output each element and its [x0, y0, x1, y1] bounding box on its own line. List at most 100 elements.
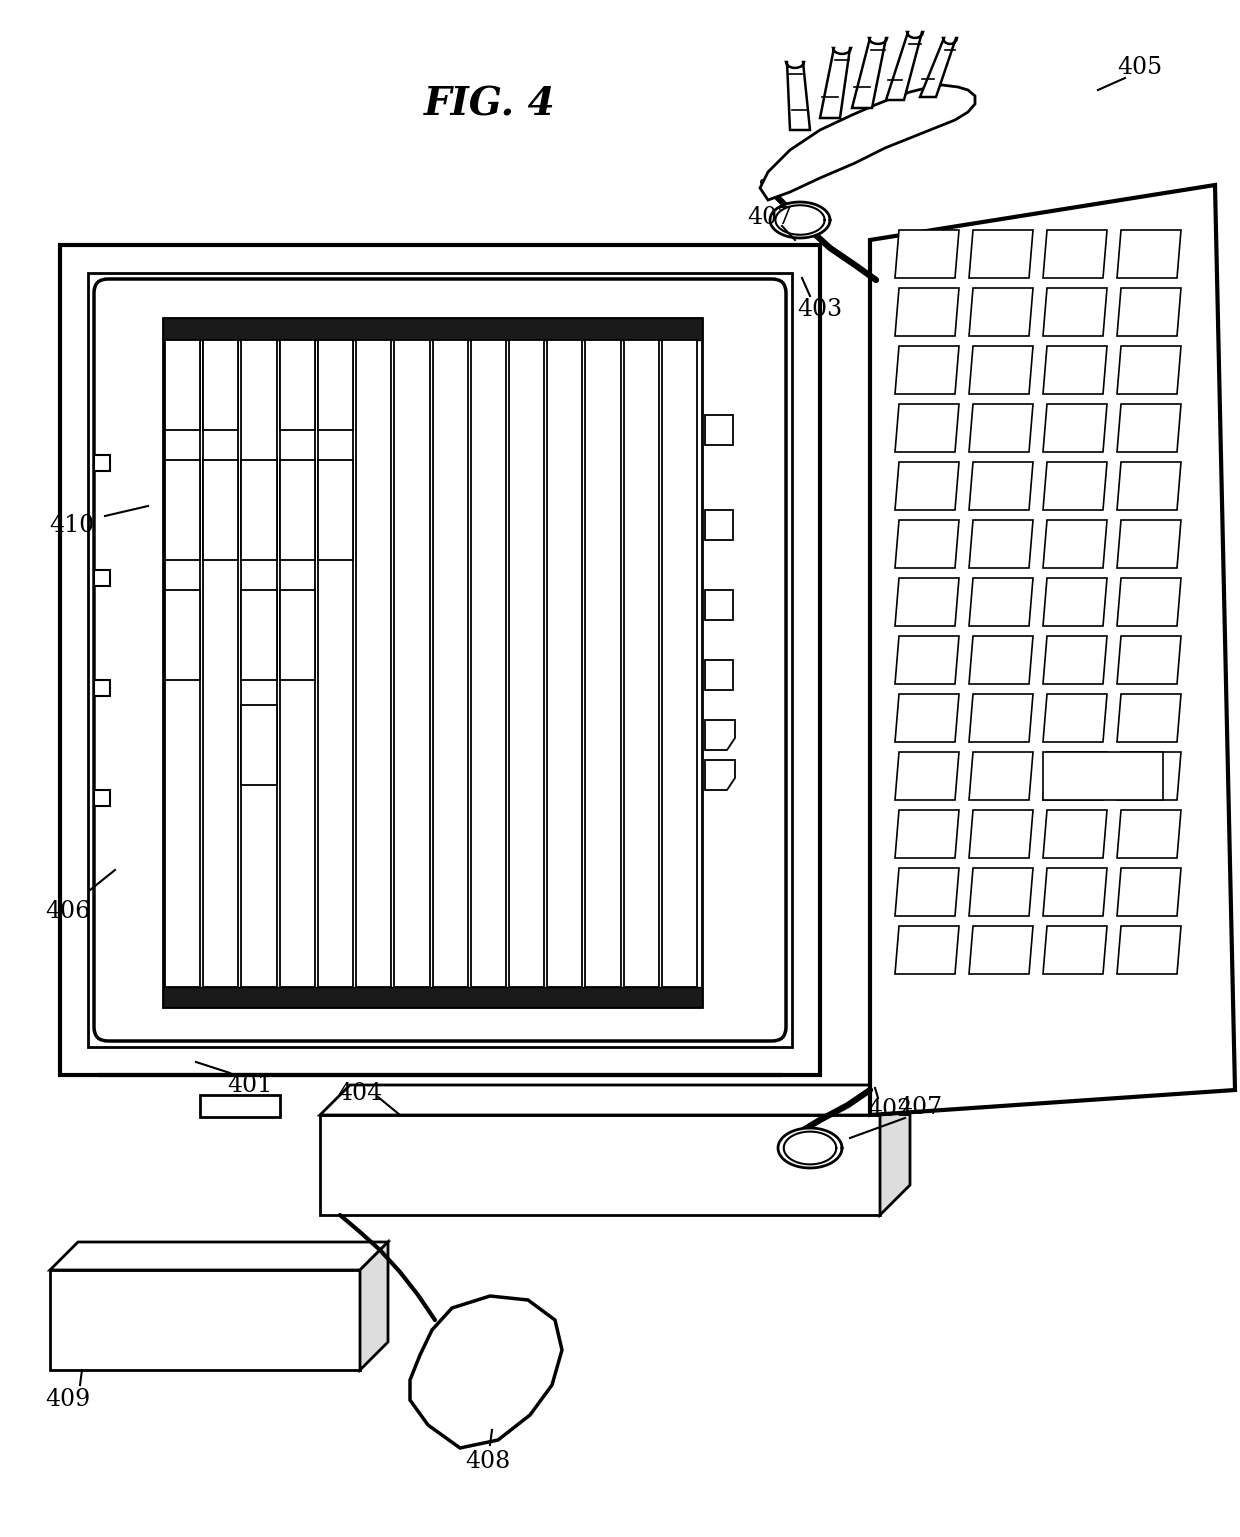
Polygon shape: [1117, 404, 1180, 452]
Polygon shape: [1043, 346, 1107, 393]
Bar: [203, 340, 238, 430]
Polygon shape: [775, 206, 825, 235]
Bar: [317, 460, 353, 559]
Polygon shape: [968, 810, 1033, 858]
Polygon shape: [895, 404, 959, 452]
Bar: [585, 340, 620, 987]
Bar: [1043, 752, 1163, 799]
Bar: [662, 340, 697, 987]
Bar: [547, 340, 583, 987]
Bar: [624, 340, 658, 987]
Bar: [706, 510, 733, 539]
Bar: [94, 790, 110, 805]
Polygon shape: [895, 752, 959, 799]
Text: 404: 404: [337, 1082, 383, 1105]
Bar: [165, 460, 200, 559]
Polygon shape: [968, 404, 1033, 452]
Bar: [356, 340, 392, 987]
Polygon shape: [968, 520, 1033, 569]
Polygon shape: [968, 463, 1033, 510]
Bar: [706, 590, 733, 619]
Bar: [165, 340, 200, 987]
Bar: [433, 340, 467, 987]
Polygon shape: [1043, 925, 1107, 974]
Bar: [165, 340, 200, 430]
Bar: [280, 340, 315, 430]
Polygon shape: [895, 695, 959, 742]
Polygon shape: [1117, 752, 1180, 799]
Polygon shape: [1043, 520, 1107, 569]
Polygon shape: [895, 810, 959, 858]
Polygon shape: [895, 346, 959, 393]
Polygon shape: [706, 759, 735, 790]
Polygon shape: [880, 1085, 910, 1216]
Polygon shape: [895, 520, 959, 569]
Bar: [242, 590, 277, 679]
Bar: [706, 415, 733, 446]
Text: 405: 405: [1117, 57, 1163, 80]
Bar: [203, 340, 238, 987]
Bar: [242, 340, 277, 987]
Polygon shape: [895, 231, 959, 278]
Polygon shape: [887, 32, 923, 100]
Polygon shape: [760, 85, 975, 200]
Polygon shape: [1043, 695, 1107, 742]
Polygon shape: [1043, 578, 1107, 626]
Bar: [94, 679, 110, 696]
Polygon shape: [968, 925, 1033, 974]
Bar: [317, 340, 353, 987]
Polygon shape: [786, 61, 810, 131]
Polygon shape: [706, 719, 735, 750]
Polygon shape: [895, 463, 959, 510]
Polygon shape: [1117, 231, 1180, 278]
Polygon shape: [968, 287, 1033, 337]
Bar: [200, 1094, 280, 1117]
Bar: [94, 570, 110, 586]
Text: 401: 401: [227, 1073, 273, 1096]
Polygon shape: [1043, 231, 1107, 278]
Bar: [317, 340, 353, 430]
Bar: [706, 659, 733, 690]
Polygon shape: [852, 38, 887, 108]
Polygon shape: [1043, 752, 1107, 799]
Polygon shape: [895, 925, 959, 974]
Bar: [471, 340, 506, 987]
FancyBboxPatch shape: [94, 280, 786, 1041]
Polygon shape: [410, 1296, 562, 1448]
Bar: [490, 1094, 570, 1117]
Bar: [162, 318, 702, 1007]
Bar: [88, 274, 792, 1047]
Polygon shape: [770, 201, 830, 238]
Polygon shape: [1117, 636, 1180, 684]
Bar: [280, 460, 315, 559]
Polygon shape: [50, 1242, 388, 1270]
Polygon shape: [895, 578, 959, 626]
Bar: [162, 987, 702, 1007]
Bar: [394, 340, 429, 987]
Text: 407: 407: [748, 206, 792, 229]
Bar: [242, 460, 277, 559]
Bar: [50, 1270, 360, 1369]
Text: 406: 406: [46, 901, 91, 924]
Polygon shape: [1043, 810, 1107, 858]
Bar: [203, 460, 238, 559]
Polygon shape: [1117, 463, 1180, 510]
Polygon shape: [968, 578, 1033, 626]
Polygon shape: [1117, 520, 1180, 569]
Text: 409: 409: [46, 1388, 91, 1411]
Polygon shape: [1117, 695, 1180, 742]
Text: FIG. 4: FIG. 4: [424, 86, 556, 124]
Polygon shape: [1043, 868, 1107, 916]
Polygon shape: [1117, 346, 1180, 393]
Polygon shape: [895, 287, 959, 337]
Bar: [280, 590, 315, 679]
Polygon shape: [1043, 404, 1107, 452]
Text: 403: 403: [797, 298, 842, 321]
Polygon shape: [1043, 463, 1107, 510]
Polygon shape: [1117, 925, 1180, 974]
Polygon shape: [1043, 287, 1107, 337]
Polygon shape: [968, 231, 1033, 278]
Polygon shape: [820, 48, 851, 118]
Polygon shape: [360, 1242, 388, 1369]
Polygon shape: [968, 868, 1033, 916]
